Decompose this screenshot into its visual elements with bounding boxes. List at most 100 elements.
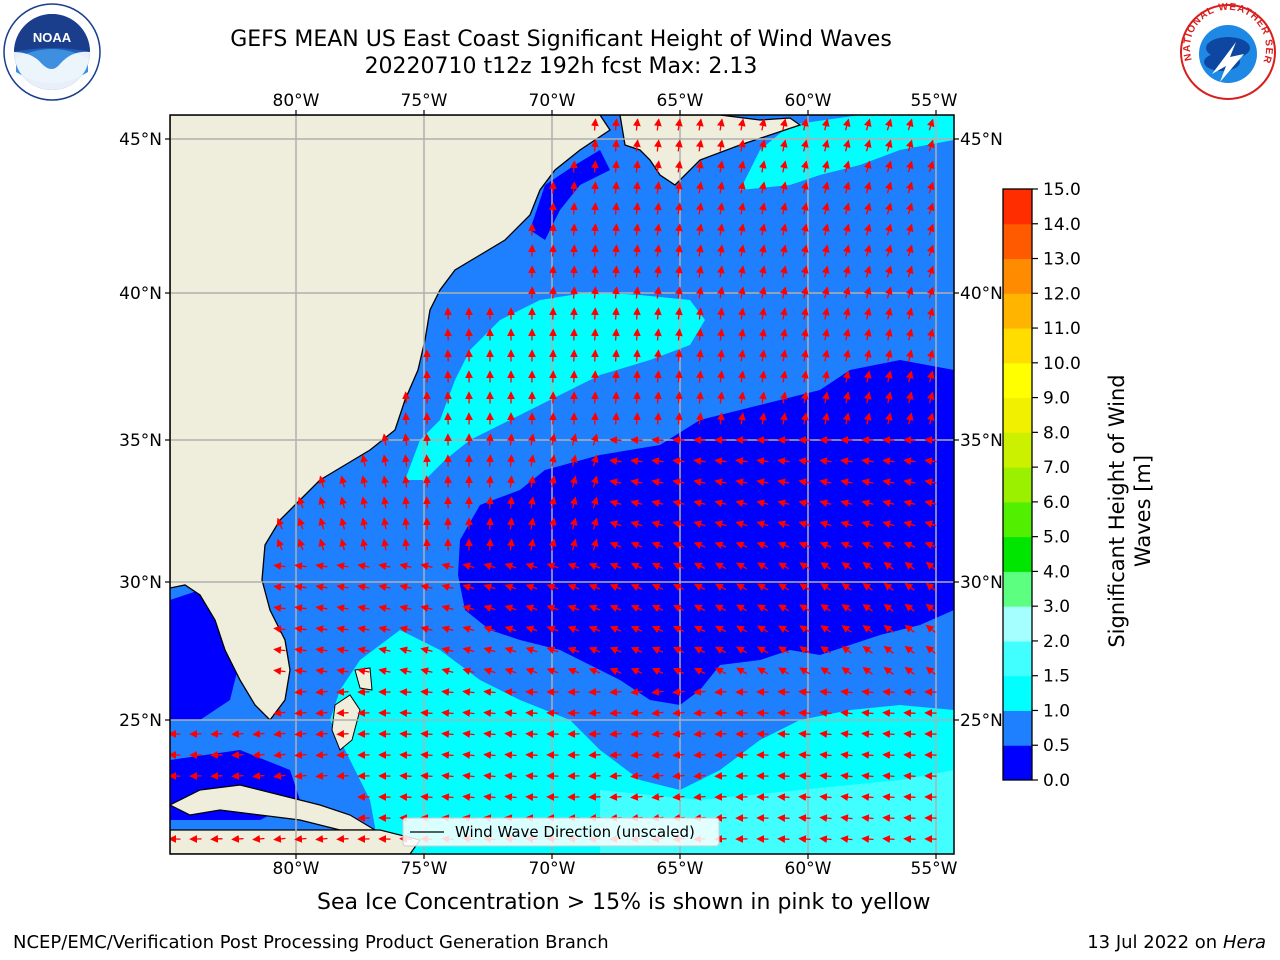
wave-direction-arrow (483, 646, 496, 655)
wave-direction-arrow (696, 349, 704, 362)
wave-direction-arrow (294, 667, 307, 675)
wave-direction-arrow (821, 202, 830, 215)
wave-direction-arrow (926, 370, 935, 383)
wave-direction-arrow (863, 349, 872, 362)
wave-direction-arrow (696, 391, 704, 404)
wave-direction-arrow (441, 646, 454, 655)
sea-ice-note-text: Sea Ice Concentration > 15% is shown in … (317, 890, 931, 915)
wave-direction-arrow (925, 603, 936, 612)
wave-direction-arrow (420, 772, 433, 780)
wave-direction-arrow (339, 475, 348, 488)
wave-direction-arrow (882, 436, 895, 444)
wave-direction-arrow (569, 517, 578, 530)
lon-label: 80°W (273, 91, 320, 111)
wave-direction-arrow (904, 624, 915, 633)
wave-direction-arrow (441, 688, 454, 696)
colorbar-segment (1003, 362, 1032, 399)
wave-direction-arrow (717, 412, 725, 425)
wave-direction-arrow (800, 223, 809, 236)
wave-direction-arrow (591, 202, 599, 215)
wave-direction-arrow (716, 265, 725, 278)
wave-direction-arrow (672, 499, 685, 508)
wave-direction-arrow (273, 835, 286, 843)
wave-direction-arrow (609, 457, 622, 465)
wave-direction-arrow (924, 478, 937, 487)
wave-direction-arrow (527, 517, 536, 530)
wave-direction-arrow (612, 181, 620, 194)
wave-direction-arrow (799, 667, 811, 675)
wave-direction-arrow (716, 223, 725, 236)
wave-direction-arrow (591, 412, 599, 425)
wave-direction-arrow (612, 265, 620, 278)
wave-direction-arrow (315, 709, 328, 717)
wave-direction-arrow (423, 433, 431, 446)
wave-direction-arrow (675, 349, 683, 362)
colorbar-tick-label: 0.0 (1043, 771, 1070, 791)
wave-direction-arrow (882, 772, 895, 780)
wave-direction-arrow (714, 793, 727, 801)
wave-direction-arrow (273, 604, 286, 612)
wave-direction-arrow (357, 646, 370, 655)
lat-label: 40°N (960, 284, 1003, 304)
wave-direction-arrow (336, 667, 349, 676)
wave-direction-arrow (651, 793, 664, 801)
wave-direction-arrow (695, 181, 704, 194)
wave-direction-arrow (633, 328, 641, 341)
wave-direction-arrow (441, 604, 454, 613)
wave-direction-arrow (276, 538, 284, 551)
wave-direction-arrow (548, 496, 557, 509)
wave-direction-arrow (609, 709, 622, 717)
wave-direction-arrow (549, 223, 557, 236)
wave-direction-arrow (231, 772, 244, 780)
wave-direction-arrow (800, 202, 809, 215)
colorbar-tick-label: 14.0 (1043, 215, 1081, 235)
wave-direction-arrow (840, 793, 853, 801)
wave-direction-arrow (716, 181, 725, 194)
wave-direction-arrow (905, 349, 914, 362)
wave-direction-arrow (294, 646, 307, 654)
wave-direction-arrow (863, 307, 872, 320)
wave-direction-arrow (591, 370, 599, 383)
wave-direction-arrow (399, 709, 412, 717)
colorbar-segment (1003, 710, 1032, 746)
wave-direction-arrow (842, 244, 851, 257)
wave-direction-arrow (483, 583, 496, 592)
wave-direction-arrow (884, 139, 893, 152)
wave-direction-arrow (714, 520, 727, 529)
wave-direction-arrow (674, 286, 683, 299)
lon-label: 80°W (273, 859, 320, 879)
wave-direction-arrow (819, 709, 832, 717)
wave-direction-arrow (294, 730, 307, 738)
wave-direction-arrow (904, 582, 915, 591)
wave-direction-arrow (569, 538, 578, 551)
wave-direction-arrow (674, 244, 683, 257)
wave-direction-arrow (819, 751, 832, 759)
lat-label: 25°N (960, 711, 1003, 731)
colorbar-segment (1003, 293, 1032, 329)
colorbar-segment (1003, 675, 1032, 711)
wave-direction-arrow (735, 457, 748, 465)
legend-label: Wind Wave Direction (unscaled) (455, 823, 695, 841)
wave-direction-arrow (399, 751, 412, 759)
wave-direction-arrow (462, 772, 475, 780)
wave-direction-arrow (336, 730, 349, 738)
wave-direction-arrow (777, 709, 790, 717)
wave-direction-arrow (315, 688, 328, 696)
wave-direction-arrow (336, 604, 349, 613)
wave-direction-arrow (884, 181, 893, 194)
wave-direction-arrow (840, 730, 853, 738)
wave-direction-arrow (651, 457, 664, 465)
wave-direction-arrow (693, 709, 706, 717)
wave-direction-arrow (841, 562, 852, 570)
wave-direction-arrow (402, 391, 410, 404)
wave-direction-arrow (819, 478, 832, 487)
wave-direction-arrow (863, 244, 872, 257)
wave-direction-arrow (590, 454, 599, 467)
lat-label: 30°N (119, 573, 162, 593)
coastal-blue-region (530, 150, 610, 240)
wave-direction-arrow (360, 496, 369, 509)
wave-direction-arrow (714, 604, 727, 612)
wave-direction-arrow (842, 412, 851, 425)
wave-direction-arrow (654, 265, 662, 278)
wave-direction-arrow (758, 181, 767, 194)
